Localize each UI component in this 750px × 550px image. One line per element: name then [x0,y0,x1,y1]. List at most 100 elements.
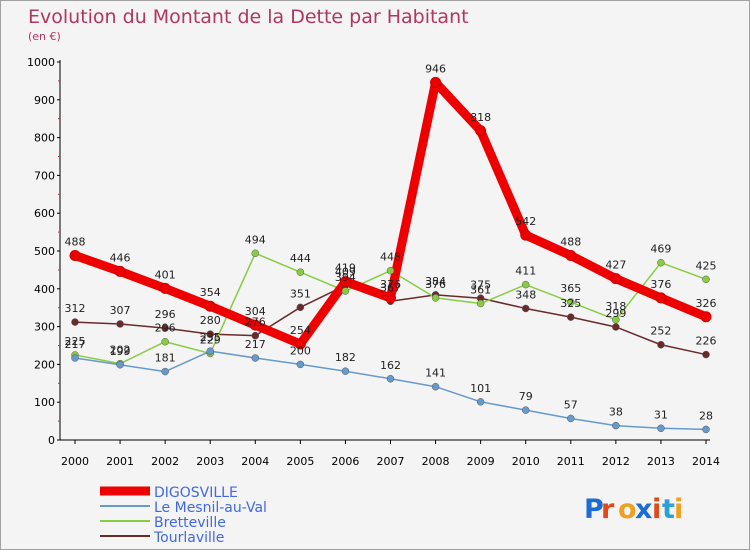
y-tick-label: 700 [34,169,55,182]
legend-label: Bretteville [154,515,226,531]
data-point [116,361,124,369]
y-tick-label: 1000 [27,56,55,69]
data-point [251,249,260,258]
data-label: 419 [335,262,356,275]
data-point [612,316,620,324]
data-point [71,318,79,326]
logo-letter: o [618,494,637,525]
data-label: 252 [650,325,671,338]
data-point [567,298,575,306]
data-label: 235 [200,331,221,344]
data-point [702,350,710,359]
data-label: 31 [654,408,668,421]
y-tick-label: 300 [34,321,55,334]
y-tick-label: 500 [34,245,55,258]
data-label: 384 [425,275,446,288]
data-label: 409 [335,265,356,278]
data-point [657,424,665,433]
data-point [702,425,710,434]
data-label: 202 [110,344,131,357]
data-label: 307 [110,304,131,317]
legend-label: Le Mesnil-au-Val [154,500,267,516]
series-points [69,76,712,434]
data-labels: 488 446 401 354 304 254 419 376 946 818 542 488 427 3… [65,62,717,422]
data-point [521,406,530,414]
data-label: 376 [380,278,401,291]
x-tick-label: 2006 [331,455,359,468]
data-point [431,382,440,391]
legend-label: DIGOSVILLE [154,485,238,501]
data-label: 427 [605,259,626,272]
data-label: 488 [65,236,86,249]
data-point [520,229,532,241]
data-point [206,347,214,355]
data-point [71,354,79,362]
data-label: 946 [425,62,446,75]
data-label: 200 [290,344,311,357]
data-label: 182 [335,351,356,364]
data-label: 488 [560,236,581,249]
data-point [521,280,530,289]
data-point [206,330,214,338]
data-point [700,311,712,323]
data-label: 818 [470,111,491,124]
data-label: 367 [380,281,401,294]
data-point [294,338,306,350]
data-label: 448 [380,251,401,264]
data-label: 312 [65,302,86,315]
data-point [657,340,665,349]
data-point [476,299,485,308]
x-tick-label: 2007 [377,455,405,468]
data-point [341,367,350,375]
x-tick-label: 2011 [557,455,585,468]
data-label: 229 [200,333,221,346]
data-point [339,276,351,288]
data-point [612,323,620,331]
data-label: 296 [155,308,176,321]
logo-letter: r [601,494,615,525]
data-point [430,76,442,88]
data-point [159,282,171,294]
y-tick-label: 800 [34,132,55,145]
data-label: 181 [155,352,176,365]
data-label: 361 [470,284,491,297]
x-tick-label: 2008 [422,455,450,468]
y-tick-label: 600 [34,207,55,220]
data-point [249,319,261,331]
data-label: 348 [515,288,536,301]
data-point [612,421,620,430]
data-label: 351 [290,287,311,300]
x-tick-label: 2013 [647,455,675,468]
data-label: 325 [560,297,581,310]
x-tick-label: 2014 [692,455,720,468]
data-point [567,414,575,423]
data-label: 162 [380,359,401,372]
data-point [161,337,169,346]
data-point [251,354,260,362]
data-label: 226 [696,335,717,348]
x-tick-label: 2010 [512,455,540,468]
data-point [567,313,575,321]
data-label: 494 [245,233,266,246]
data-label: 394 [335,271,356,284]
data-label: 254 [290,324,311,337]
data-point [114,265,126,277]
data-label: 425 [696,259,717,272]
data-point [251,331,260,340]
x-tick-label: 2000 [61,455,89,468]
data-label: 446 [110,251,131,264]
data-label: 141 [425,367,446,380]
data-point [296,303,305,312]
data-label: 101 [470,382,491,395]
data-label: 326 [696,297,717,310]
proxiti-logo: Pr ox i t i [584,494,683,525]
data-point [475,125,487,137]
data-point [610,273,622,285]
data-label: 542 [515,215,536,228]
logo-letter: x [635,494,652,525]
x-tick-label: 2009 [467,455,495,468]
data-point [385,292,396,304]
data-label: 299 [605,307,626,320]
data-label: 318 [605,300,626,313]
